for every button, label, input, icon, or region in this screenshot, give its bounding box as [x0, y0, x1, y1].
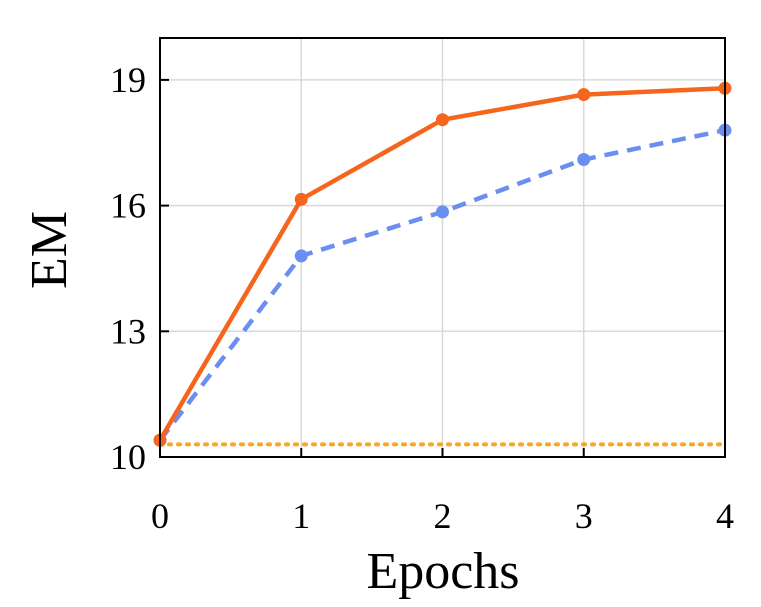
- series-2-point: [294, 249, 308, 263]
- series-1-point: [577, 88, 591, 102]
- series-1-point: [436, 113, 449, 127]
- grid-lines: [160, 38, 725, 457]
- series-2-point: [577, 153, 591, 167]
- tick-labels: 10 13 16 19 0 1 2 3 4: [110, 60, 734, 536]
- x-tick-label: 4: [716, 496, 734, 536]
- series-1-point: [294, 192, 308, 206]
- y-tick-label: 13: [110, 311, 146, 351]
- x-axis-title: Epochs: [366, 543, 519, 600]
- x-tick-label: 0: [151, 496, 169, 536]
- series-layer: [153, 81, 732, 447]
- series-2-point: [436, 205, 449, 219]
- x-tick-label: 3: [575, 496, 593, 536]
- y-tick-label: 16: [110, 186, 146, 226]
- x-tick-label: 1: [292, 496, 310, 536]
- x-tick-label: 2: [434, 496, 452, 536]
- y-tick-label: 19: [110, 60, 146, 100]
- y-tick-label: 10: [110, 437, 146, 477]
- y-axis-title: EM: [21, 211, 78, 289]
